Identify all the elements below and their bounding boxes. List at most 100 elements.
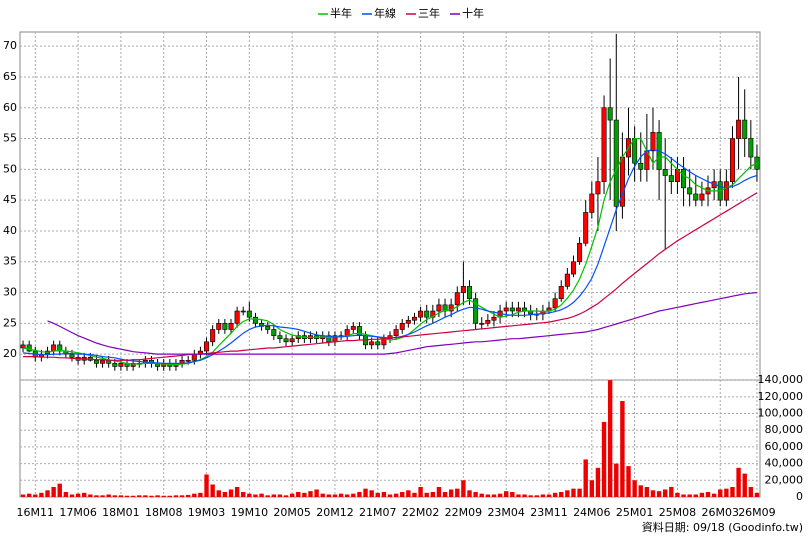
candle-body [228, 323, 234, 330]
volume-bar [455, 488, 460, 497]
volume-bar [534, 495, 539, 497]
candle-body [754, 156, 760, 170]
y-tick-label: 40 [3, 224, 17, 237]
candle-body [552, 298, 558, 309]
volume-bar [650, 490, 656, 497]
volume-bar [338, 493, 344, 497]
candle-body [375, 341, 381, 346]
candle-body [100, 359, 106, 364]
candle-body [26, 344, 32, 352]
x-tick-label: 21M07 [359, 506, 397, 519]
volume-bar [198, 492, 203, 497]
volume-bar [418, 486, 423, 497]
volume-bar [155, 495, 160, 497]
volume-bar [436, 486, 442, 497]
x-tick-label: 17M06 [59, 506, 97, 519]
volume-bar [577, 488, 582, 497]
candle-body [424, 310, 430, 318]
candle-body [350, 326, 356, 330]
volume-bar [412, 492, 417, 497]
volume-bar [448, 489, 454, 497]
candle-body [742, 119, 748, 139]
candle-body [204, 341, 210, 352]
volume-bar [88, 494, 93, 497]
volume-bar [130, 495, 136, 497]
volume-bar [565, 490, 570, 497]
volume-bar [730, 486, 735, 497]
candle-body [448, 304, 454, 312]
candle-body [460, 286, 466, 293]
candle-body [491, 316, 497, 321]
candle-body [564, 273, 570, 287]
volume-bar [400, 491, 405, 497]
volume-bar [406, 490, 411, 497]
candle-body [20, 344, 26, 349]
volume-bar [271, 494, 277, 497]
volume-bar [45, 490, 50, 497]
volume-bar [351, 493, 356, 497]
volume-bar [253, 494, 258, 497]
candle-body [454, 292, 460, 306]
candle-body [387, 335, 393, 340]
candle-body [130, 363, 136, 367]
volume-bar [106, 494, 111, 497]
candle-body [57, 344, 63, 352]
volume-bar [711, 493, 717, 497]
volume-bar [326, 494, 332, 497]
volume-bar [308, 491, 313, 497]
candle-body [668, 175, 674, 182]
candle-body [210, 329, 216, 343]
volume-bar [179, 495, 185, 497]
volume-bar [51, 486, 56, 497]
y2-tick-label: 80,000 [765, 423, 804, 436]
volume-bar [638, 485, 643, 497]
y2-tick-label: 40,000 [765, 457, 804, 470]
volume-bar [620, 401, 625, 497]
volume-bar [375, 492, 380, 497]
volume-bar [173, 495, 179, 497]
volume-bar [626, 466, 631, 497]
volume-bar [296, 491, 301, 497]
candle-body [265, 326, 271, 330]
x-tick-label: 24M06 [573, 506, 611, 519]
candle-body [246, 310, 252, 318]
volume-bar [571, 488, 576, 497]
volume-bar [289, 493, 295, 497]
candle-body [613, 119, 619, 207]
y-tick-label: 60 [3, 101, 17, 114]
volume-bar [149, 495, 154, 497]
volume-bar [632, 480, 637, 497]
volume-bar [528, 495, 533, 497]
candle-body [436, 304, 442, 312]
legend-label: 半年 [330, 6, 352, 20]
y-tick-label: 45 [3, 193, 17, 206]
candle-body [558, 286, 564, 299]
volume-bar [228, 489, 234, 497]
ma-line [22, 138, 758, 366]
volume-bar [314, 489, 319, 497]
candle-body [271, 329, 277, 336]
candle-body [473, 298, 479, 324]
volume-bar [302, 492, 307, 497]
volume-bar [461, 480, 466, 497]
volume-bar [259, 493, 264, 497]
volume-bar [82, 492, 87, 497]
volume-bar [497, 493, 503, 497]
volume-bar [344, 494, 350, 497]
candle-body [607, 107, 613, 121]
volume-bar [39, 492, 44, 497]
candle-body [601, 107, 607, 182]
volume-bar [607, 380, 613, 497]
candle-body [112, 363, 118, 367]
volume-bar [687, 494, 692, 497]
candle-body [399, 323, 405, 330]
candle-body [240, 310, 246, 313]
x-tick-label: 16M11 [17, 506, 55, 519]
volume-bar [552, 492, 558, 497]
ma-line [23, 192, 758, 361]
candle-body [467, 286, 473, 299]
volume-bar [118, 495, 124, 497]
candle-body [503, 307, 509, 312]
candle-body [479, 323, 485, 325]
candle-body [589, 193, 595, 213]
